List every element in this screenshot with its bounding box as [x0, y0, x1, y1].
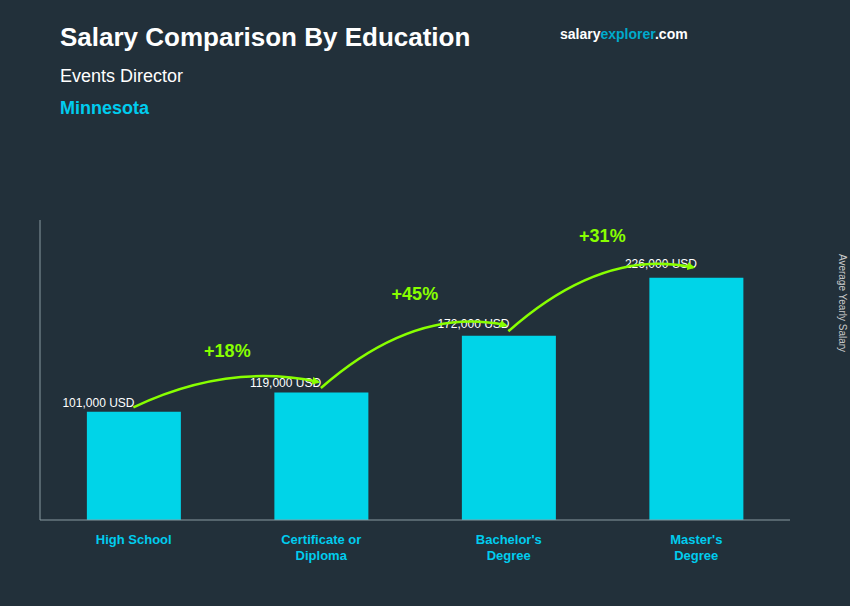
svg-text:119,000 USD: 119,000 USD: [250, 376, 321, 390]
svg-text:High School: High School: [96, 532, 172, 547]
svg-text:+45%: +45%: [392, 284, 439, 304]
html-text:Salary Comparison By Education: Salary Comparison By Education: [60, 22, 471, 52]
html-text:Minnesota: Minnesota: [60, 98, 149, 118]
svg-text:Bachelor'sDegree: Bachelor'sDegree: [476, 532, 542, 563]
svg-text:+18%: +18%: [204, 341, 251, 361]
html-text:salary explorer.com: salary explorer.com: [560, 26, 688, 42]
svg-text:226,000 USD: 226,000 USD: [624, 257, 697, 272]
svg-text:101,000 USD: 101,000 USD: [62, 396, 134, 410]
svg-text:Certificate orDiploma: Certificate orDiploma: [281, 532, 361, 563]
svg-text:172,000 USD: 172,000 USD: [437, 317, 510, 332]
svg-text:+31%: +31%: [579, 226, 626, 246]
html-text:Events Director: Events Director: [60, 66, 183, 86]
svg-text:Master'sDegree: Master'sDegree: [670, 532, 722, 563]
html-text:Average Yearly Salary: Average Yearly Salary: [837, 253, 848, 353]
